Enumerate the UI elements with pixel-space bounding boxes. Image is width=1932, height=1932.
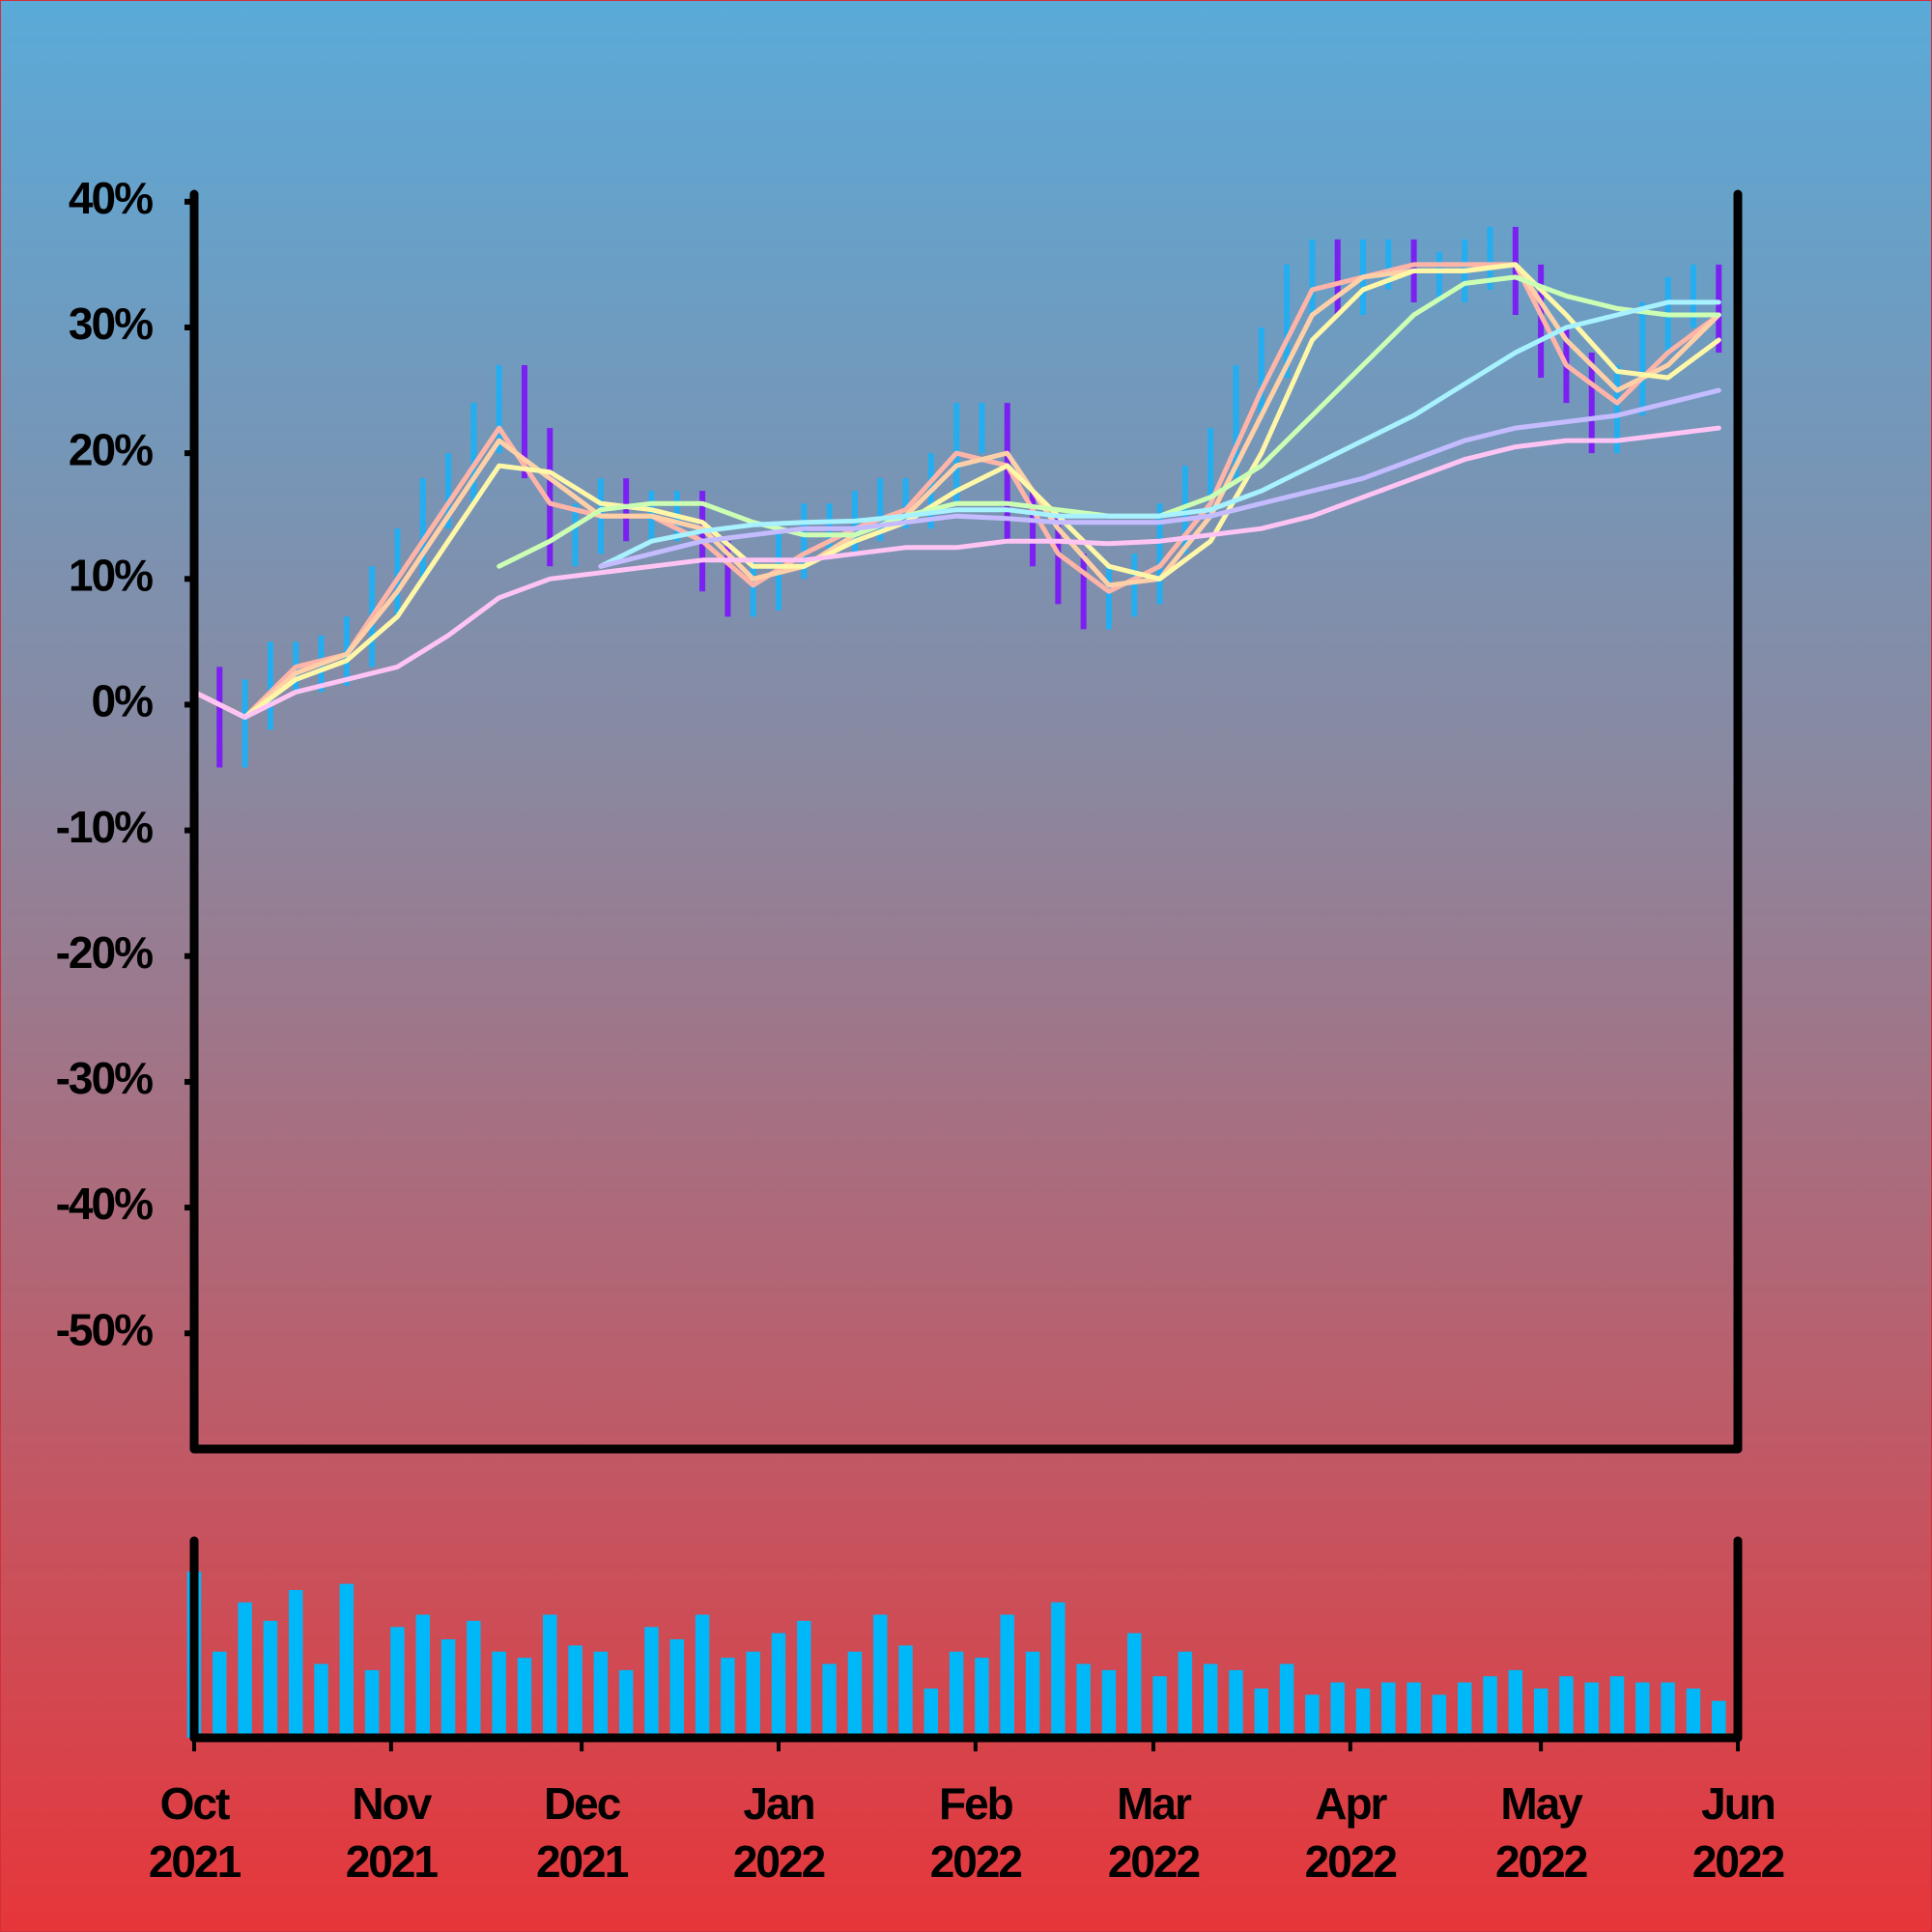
- volume-bar: [593, 1651, 609, 1738]
- volume-bar: [543, 1614, 557, 1738]
- y-tick-label: 20%: [69, 424, 153, 474]
- volume-bar: [949, 1651, 964, 1738]
- volume-bar: [618, 1669, 634, 1738]
- volume-bar: [975, 1658, 989, 1738]
- volume-bar: [1229, 1669, 1243, 1738]
- x-tick-label: Jan 2022: [732, 1778, 826, 1887]
- volume-bar: [238, 1602, 252, 1738]
- y-tick-label: 30%: [69, 298, 153, 349]
- volume-bar: [288, 1590, 303, 1738]
- y-tick-label: -40%: [56, 1179, 153, 1229]
- volume-bar: [364, 1669, 380, 1738]
- volume-bar: [1381, 1682, 1396, 1738]
- y-tick-label: -20%: [56, 927, 153, 978]
- y-tick-label: 40%: [69, 173, 153, 223]
- volume-bar: [1533, 1689, 1548, 1738]
- y-tick-label: 0%: [92, 676, 154, 726]
- y-tick-label: -10%: [56, 802, 153, 852]
- volume-bar: [695, 1614, 710, 1738]
- volume-bar: [1254, 1689, 1269, 1738]
- x-tick-label: Apr 2022: [1304, 1778, 1398, 1887]
- y-tick-label: -30%: [56, 1053, 153, 1103]
- volume-bar: [644, 1627, 659, 1738]
- volume-bar: [898, 1645, 913, 1738]
- volume-bar: [1355, 1689, 1371, 1738]
- volume-bar: [1609, 1676, 1625, 1738]
- x-tick-label: May 2022: [1494, 1778, 1588, 1887]
- x-tick-label: Mar 2022: [1107, 1778, 1201, 1887]
- x-tick-label: Jun 2022: [1691, 1778, 1785, 1887]
- moving-average: [191, 262, 1721, 720]
- volume-bar: [1508, 1669, 1523, 1738]
- volume-bar: [1712, 1700, 1726, 1738]
- moving-average: [191, 262, 1721, 720]
- volume-bar: [872, 1614, 888, 1738]
- volume-bar: [415, 1614, 430, 1738]
- volume-bar: [771, 1633, 786, 1738]
- x-tick-label: Feb 2022: [929, 1778, 1023, 1887]
- volume-bar: [669, 1639, 685, 1738]
- volume-bar: [314, 1663, 328, 1738]
- volume-bar: [1305, 1694, 1320, 1738]
- moving-average: [598, 299, 1721, 569]
- volume-bar: [1076, 1663, 1091, 1738]
- volume-bar: [1584, 1682, 1599, 1738]
- volume-bar: [390, 1627, 405, 1738]
- x-tick-label: Nov 2021: [345, 1778, 439, 1887]
- volume-bar: [1000, 1614, 1014, 1738]
- volume-bar: [797, 1620, 811, 1738]
- y-tick-label: -50%: [56, 1304, 153, 1354]
- volume-bar: [847, 1651, 863, 1738]
- volume-bar: [1330, 1682, 1345, 1738]
- volume-bar: [1559, 1676, 1574, 1738]
- volume-bar: [1635, 1682, 1650, 1738]
- volume-bar: [213, 1651, 227, 1738]
- x-tick-label: Oct 2021: [148, 1778, 242, 1887]
- volume-bar: [1483, 1676, 1497, 1738]
- volume-bar: [1127, 1633, 1142, 1738]
- volume-bar: [822, 1663, 837, 1738]
- volume-bar: [1686, 1689, 1701, 1738]
- volume-bar: [1279, 1663, 1294, 1738]
- volume-bar: [517, 1658, 532, 1738]
- volume-bar: [1457, 1682, 1472, 1738]
- volume-bar: [568, 1645, 582, 1738]
- volume-bar: [1025, 1651, 1040, 1738]
- volume-bar: [1432, 1694, 1447, 1738]
- volume-bar: [1101, 1669, 1117, 1738]
- volume-bar: [440, 1639, 456, 1738]
- volume-bar: [923, 1689, 939, 1738]
- y-tick-label: 10%: [69, 550, 153, 600]
- volume-bar: [1406, 1682, 1421, 1738]
- volume-bar: [1661, 1682, 1675, 1738]
- volume-bar: [1152, 1676, 1167, 1738]
- volume-bar: [339, 1583, 355, 1738]
- volume-bar: [746, 1651, 760, 1738]
- volume-bar: [721, 1658, 735, 1738]
- volume-bar: [492, 1651, 506, 1738]
- moving-average: [191, 425, 1721, 720]
- volume-bar: [263, 1620, 278, 1738]
- volume-bar: [467, 1620, 481, 1738]
- x-tick-label: Dec 2021: [535, 1778, 629, 1887]
- moving-average: [598, 387, 1721, 569]
- volume-bar: [1051, 1602, 1065, 1738]
- volume-bar: [1178, 1651, 1193, 1738]
- volume-bar: [1203, 1663, 1218, 1738]
